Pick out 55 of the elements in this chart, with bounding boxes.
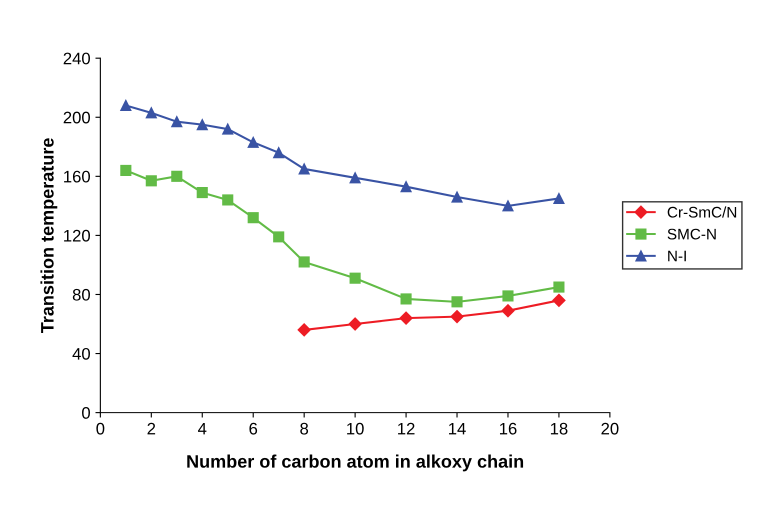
point bbox=[553, 282, 564, 293]
y-tick-label: 160 bbox=[64, 170, 90, 183]
point bbox=[171, 170, 182, 182]
point bbox=[273, 231, 284, 242]
legend-label: SMC-N bbox=[668, 228, 716, 240]
point bbox=[451, 296, 463, 308]
point bbox=[248, 136, 259, 148]
point bbox=[120, 164, 132, 176]
point bbox=[502, 290, 514, 302]
x-tick-label: 18 bbox=[550, 422, 568, 435]
point bbox=[146, 107, 157, 118]
y-axis-title: Transition temperature bbox=[40, 138, 58, 334]
point bbox=[273, 147, 284, 158]
x-tick-label: 2 bbox=[148, 422, 156, 434]
point bbox=[298, 256, 310, 268]
legend-label: N-I bbox=[668, 250, 686, 262]
x-tick-label: 4 bbox=[198, 422, 206, 434]
point bbox=[552, 294, 566, 307]
x-tick-label: 0 bbox=[96, 422, 104, 435]
point bbox=[298, 323, 311, 337]
point bbox=[222, 194, 234, 206]
x-tick-label: 6 bbox=[249, 422, 258, 435]
point bbox=[348, 317, 362, 331]
point bbox=[171, 116, 182, 128]
y-tick-label: 80 bbox=[72, 288, 90, 301]
y-tick-label: 200 bbox=[64, 112, 90, 124]
point bbox=[120, 100, 132, 112]
x-axis-title: Number of carbon atom in alkoxy chain bbox=[187, 454, 524, 472]
point bbox=[399, 312, 413, 325]
point bbox=[450, 310, 464, 324]
x-tick-label: 16 bbox=[500, 422, 517, 435]
y-tick-label: 120 bbox=[64, 230, 90, 242]
legend-label: Cr-SmC/N bbox=[668, 206, 736, 218]
point bbox=[146, 175, 157, 186]
point bbox=[451, 191, 463, 203]
point bbox=[196, 119, 208, 130]
point bbox=[298, 163, 310, 175]
y-tick-label: 240 bbox=[64, 52, 90, 64]
y-tick-label: 0 bbox=[82, 407, 90, 419]
point bbox=[222, 124, 234, 135]
x-tick-label: 14 bbox=[449, 422, 466, 434]
x-tick-label: 12 bbox=[398, 422, 415, 434]
y-tick-label: 40 bbox=[72, 348, 90, 360]
x-tick-label: 20 bbox=[601, 422, 618, 435]
point bbox=[501, 304, 515, 318]
point bbox=[553, 192, 564, 204]
point bbox=[350, 172, 361, 184]
point bbox=[400, 181, 412, 192]
x-tick-label: 10 bbox=[347, 422, 364, 435]
x-tick-label: 8 bbox=[300, 422, 308, 435]
point bbox=[196, 187, 208, 198]
point bbox=[400, 293, 412, 304]
point bbox=[502, 200, 514, 212]
point bbox=[350, 272, 361, 284]
point bbox=[248, 212, 259, 224]
